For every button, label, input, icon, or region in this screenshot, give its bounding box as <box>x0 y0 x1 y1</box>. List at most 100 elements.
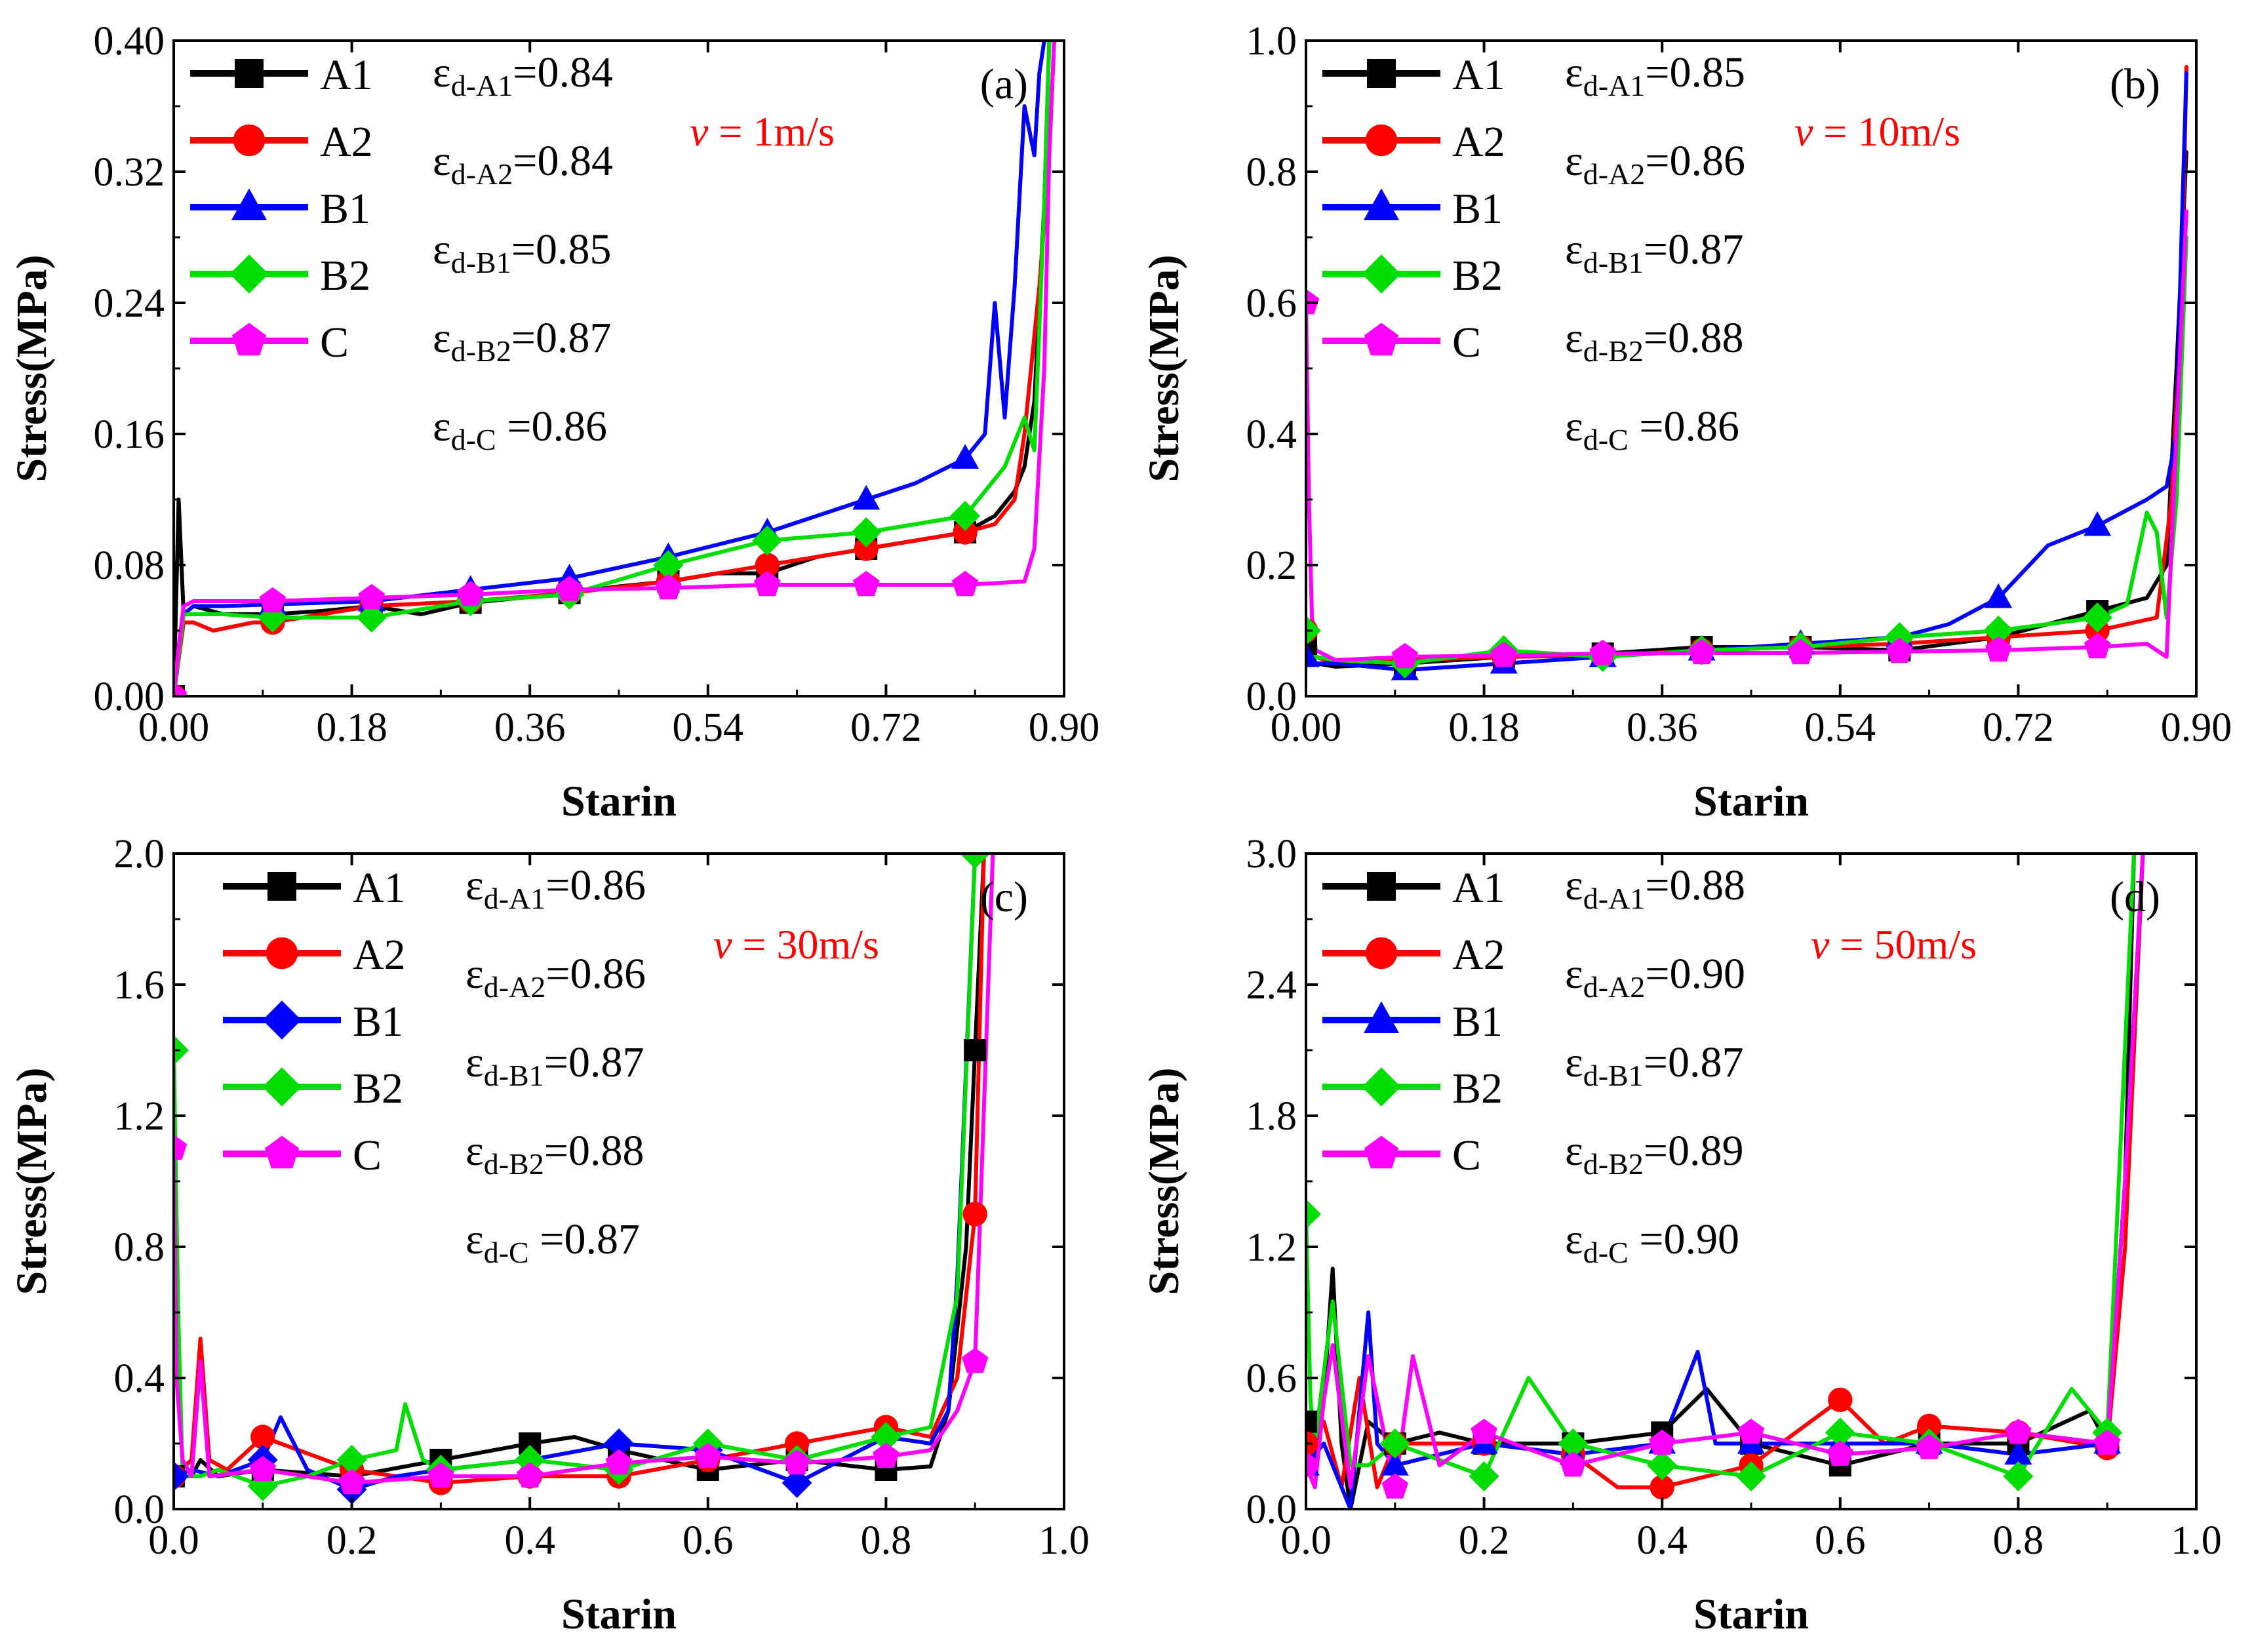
y-tick-label: 1.2 <box>1246 1225 1297 1270</box>
data-marker-b1 <box>1985 583 2013 608</box>
x-tick-label: 0.36 <box>1627 705 1698 750</box>
velocity-symbol: v <box>1811 921 1830 968</box>
legend-label-b1: B1 <box>353 998 403 1046</box>
x-tick-label: 0.54 <box>1805 705 1876 750</box>
x-tick-label: 0.18 <box>316 705 387 750</box>
strain-subscript: d-B2 <box>1583 334 1644 368</box>
data-marker-c <box>1471 1419 1497 1444</box>
y-tick-label: 0.16 <box>94 412 165 457</box>
legend-marker-a2 <box>233 124 266 157</box>
strain-value: =0.86 <box>545 861 646 909</box>
x-tick-label: 0.54 <box>673 705 744 750</box>
y-axis-label: Stress(MPa) <box>8 1067 56 1295</box>
data-marker-c <box>1306 1451 1320 1477</box>
epsilon-symbol: ε <box>433 49 451 96</box>
strain-annotation: εd-A1=0.86 <box>465 861 646 915</box>
data-marker-b2 <box>174 1035 189 1065</box>
data-marker-c <box>2093 1429 2121 1455</box>
data-marker-b2 <box>1736 1461 1766 1491</box>
x-axis-label: Starin <box>1693 777 1809 825</box>
y-tick-label: 1.6 <box>114 963 165 1008</box>
legend-label-b2: B2 <box>353 1065 403 1112</box>
data-marker-c <box>1916 1434 1943 1459</box>
epsilon-symbol: ε <box>1565 226 1583 273</box>
legend-label-c: C <box>1452 319 1481 366</box>
y-tick-label: 0.00 <box>94 675 165 719</box>
data-marker-b1 <box>1381 1451 1409 1476</box>
strain-value: =0.87 <box>1644 226 1744 273</box>
legend-label-c: C <box>353 1131 382 1179</box>
x-tick-label: 0.00 <box>138 705 210 750</box>
y-axis-label: Stress(MPa) <box>8 254 56 482</box>
data-marker-c <box>1381 1473 1409 1499</box>
data-marker-c <box>1827 1440 1854 1466</box>
legend-label-b1: B1 <box>1452 998 1503 1046</box>
legend-label-a2: A2 <box>320 118 373 166</box>
y-tick-label: 2.0 <box>114 832 165 876</box>
data-marker-b2 <box>871 1422 901 1452</box>
x-tick-label: 0.36 <box>494 705 566 750</box>
data-marker-a2 <box>1650 1474 1674 1500</box>
data-marker-a2 <box>784 1431 810 1456</box>
legend-label-a2: A2 <box>1452 931 1505 979</box>
x-tick-label: 0.8 <box>861 1518 912 1563</box>
data-marker-b2 <box>1825 1417 1855 1448</box>
legend-marker-a2 <box>266 937 298 970</box>
data-marker-a1 <box>964 1039 987 1061</box>
data-marker-c <box>556 576 583 601</box>
strain-annotation: εd-B1=0.85 <box>433 226 611 279</box>
series-line-c <box>174 854 995 1485</box>
strain-annotation: εd-B2=0.87 <box>433 314 611 368</box>
strain-annotation: εd-A1=0.84 <box>433 49 613 102</box>
strain-annotation: εd-A2=0.90 <box>1565 950 1745 1004</box>
strain-subscript: d-B1 <box>484 1059 544 1092</box>
series-line-c <box>174 41 1056 696</box>
strain-value: =0.88 <box>1645 861 1745 909</box>
strain-annotation: εd-C =0.86 <box>433 403 607 456</box>
y-tick-label: 0.32 <box>94 150 165 195</box>
y-tick-label: 0.08 <box>94 543 165 588</box>
epsilon-symbol: ε <box>465 861 484 909</box>
y-tick-label: 1.2 <box>114 1094 165 1139</box>
data-marker-b2 <box>515 1445 545 1475</box>
legend-label-a1: A1 <box>1452 864 1505 912</box>
x-axis-label: Starin <box>561 777 677 825</box>
legend-marker-b1 <box>231 188 267 221</box>
legend-label-a1: A1 <box>320 51 373 99</box>
legend-marker-a1 <box>235 59 264 88</box>
y-tick-label: 0.0 <box>114 1487 165 1532</box>
strain-subscript: d-A1 <box>451 69 513 102</box>
data-marker-c <box>853 570 880 597</box>
x-tick-label: 0.6 <box>1815 1518 1866 1563</box>
epsilon-symbol: ε <box>1565 1215 1583 1263</box>
legend-marker-b2 <box>262 1067 302 1107</box>
strain-value: =0.86 <box>496 403 607 450</box>
strain-subscript: d-C <box>1583 423 1629 456</box>
strain-value: =0.87 <box>529 1215 640 1263</box>
strain-subscript: d-A1 <box>1583 69 1646 102</box>
data-marker-b2 <box>1469 1461 1499 1491</box>
data-marker-a2 <box>1916 1413 1942 1439</box>
x-tick-label: 0.90 <box>1029 705 1100 750</box>
data-marker-b2 <box>950 501 981 531</box>
data-marker-b1 <box>852 484 880 510</box>
panel-label: (c) <box>980 873 1028 921</box>
y-tick-label: 1.8 <box>1246 1094 1297 1139</box>
legend-marker-b2 <box>1362 1067 1401 1107</box>
strain-subscript: d-B1 <box>1583 246 1644 279</box>
strain-subscript: d-B2 <box>484 1147 544 1181</box>
legend-label-a2: A2 <box>353 931 406 979</box>
data-marker-b2 <box>960 854 991 869</box>
data-marker-a2 <box>250 1425 275 1449</box>
epsilon-symbol: ε <box>1565 950 1583 998</box>
data-marker-b2 <box>2003 1461 2034 1491</box>
velocity-label: v = 50m/s <box>1811 921 1977 968</box>
data-marker-b2 <box>2082 602 2113 633</box>
data-marker-c <box>1391 642 1419 669</box>
y-tick-label: 0.8 <box>114 1225 165 1270</box>
strain-value: =0.85 <box>511 226 612 273</box>
legend-marker-a1 <box>1367 872 1396 901</box>
data-marker-c <box>1886 637 1913 663</box>
strain-annotation: εd-A1=0.88 <box>1565 861 1745 915</box>
x-tick-label: 0.72 <box>850 705 922 750</box>
